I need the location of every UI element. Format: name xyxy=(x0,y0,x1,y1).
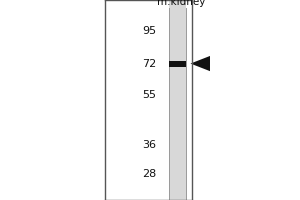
Text: 28: 28 xyxy=(142,169,156,179)
Text: 72: 72 xyxy=(142,59,156,69)
Text: 36: 36 xyxy=(142,140,156,150)
Text: m.kidney: m.kidney xyxy=(157,0,205,7)
Bar xyxy=(169,0,186,200)
Text: 55: 55 xyxy=(142,90,156,100)
Text: 95: 95 xyxy=(142,26,156,36)
Bar xyxy=(169,61,186,67)
Polygon shape xyxy=(190,56,210,71)
